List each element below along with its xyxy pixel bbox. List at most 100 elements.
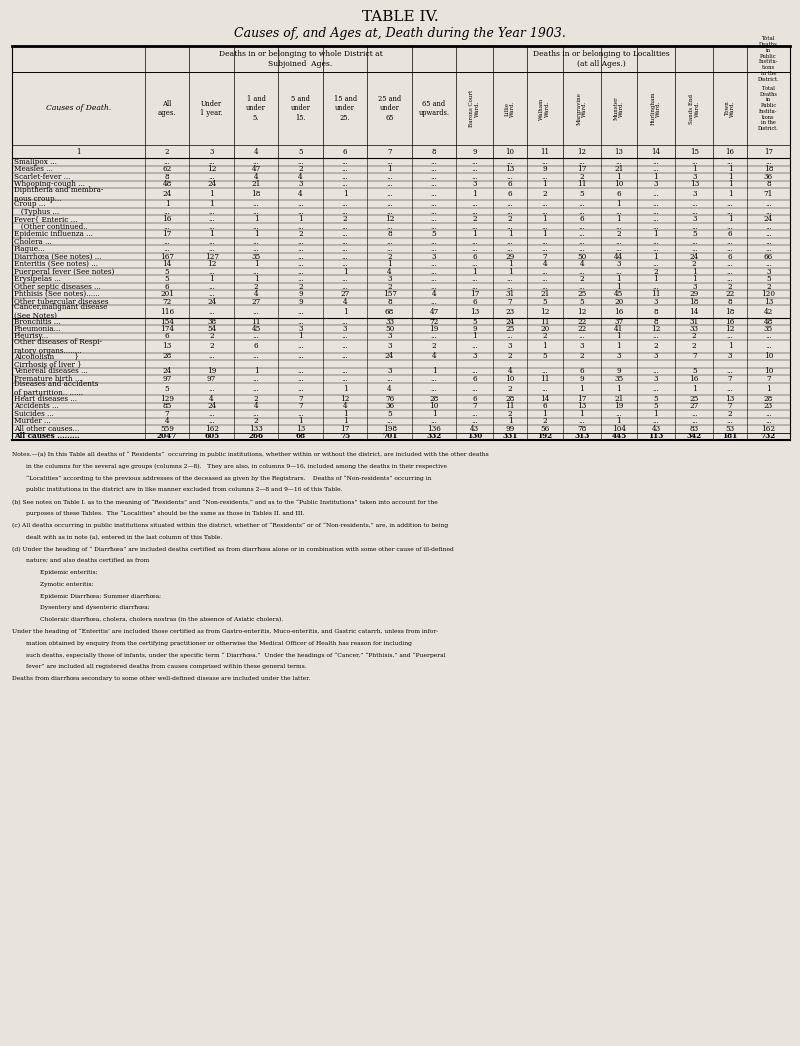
Text: ...: ... <box>298 237 304 246</box>
Text: ...: ... <box>298 200 304 208</box>
Text: 22: 22 <box>726 290 734 298</box>
Text: 1: 1 <box>692 275 697 283</box>
Text: 2: 2 <box>298 230 303 238</box>
Text: 11: 11 <box>540 374 550 383</box>
Text: ...: ... <box>164 237 170 246</box>
Text: 1: 1 <box>342 385 347 393</box>
Text: 41: 41 <box>614 325 623 333</box>
Text: Suicides ...: Suicides ... <box>14 410 54 417</box>
Text: 129: 129 <box>160 394 174 403</box>
Text: ...: ... <box>342 245 349 253</box>
Text: 4: 4 <box>387 268 392 276</box>
Text: 4: 4 <box>542 260 547 268</box>
Text: 17: 17 <box>340 425 350 433</box>
Text: ...: ... <box>506 223 514 230</box>
Text: 11: 11 <box>651 290 661 298</box>
Text: 1: 1 <box>298 333 303 341</box>
Text: 13: 13 <box>726 394 734 403</box>
Text: 6: 6 <box>473 394 477 403</box>
Text: ...: ... <box>342 253 349 260</box>
Text: 1: 1 <box>579 385 584 393</box>
Text: ...: ... <box>253 410 259 417</box>
Text: 78: 78 <box>577 425 586 433</box>
Text: 4: 4 <box>432 353 436 361</box>
Text: 24: 24 <box>690 253 699 260</box>
Text: ...: ... <box>208 282 215 291</box>
Text: ...: ... <box>253 308 259 316</box>
Text: 11: 11 <box>540 318 550 325</box>
Text: ...: ... <box>726 223 734 230</box>
Text: ...: ... <box>430 190 438 198</box>
Text: ...: ... <box>164 207 170 215</box>
Text: ...: ... <box>342 282 349 291</box>
Text: 104: 104 <box>612 425 626 433</box>
Text: 35: 35 <box>614 374 623 383</box>
Text: 174: 174 <box>160 325 174 333</box>
Text: 7: 7 <box>766 374 770 383</box>
Text: 2: 2 <box>508 385 512 393</box>
Text: 1: 1 <box>432 410 437 417</box>
Text: 116: 116 <box>160 308 174 316</box>
Text: Murder ...: Murder ... <box>14 417 50 426</box>
Text: ...: ... <box>430 180 438 188</box>
Text: 5: 5 <box>432 230 436 238</box>
Text: 1: 1 <box>728 342 733 350</box>
Text: ...: ... <box>578 230 585 238</box>
Text: ...: ... <box>578 158 585 165</box>
Text: ...: ... <box>342 374 349 383</box>
Text: 6: 6 <box>508 190 512 198</box>
Text: Phthisis (See notes)......: Phthisis (See notes)...... <box>14 290 100 298</box>
Text: ...: ... <box>726 237 734 246</box>
Text: 4: 4 <box>254 147 258 156</box>
Text: 1: 1 <box>342 417 347 426</box>
Text: ...: ... <box>726 268 734 276</box>
Text: 31: 31 <box>690 318 699 325</box>
Text: 76: 76 <box>385 394 394 403</box>
Text: ...: ... <box>208 223 215 230</box>
Text: 50: 50 <box>577 253 586 260</box>
Text: 24: 24 <box>162 367 172 376</box>
Text: 23: 23 <box>764 403 773 410</box>
Text: 2: 2 <box>579 275 584 283</box>
Text: Other diseases of Respi-
ratory organs........: Other diseases of Respi- ratory organs..… <box>14 338 102 355</box>
Text: ...: ... <box>765 230 772 238</box>
Text: ...: ... <box>430 245 438 253</box>
Text: 25 and
under
65: 25 and under 65 <box>378 95 401 121</box>
Text: 6: 6 <box>473 253 477 260</box>
Text: 13: 13 <box>296 425 306 433</box>
Text: 66: 66 <box>764 253 773 260</box>
Text: 54: 54 <box>207 325 216 333</box>
Text: ...: ... <box>298 275 304 283</box>
Text: 342: 342 <box>686 432 702 440</box>
Text: 3: 3 <box>508 342 512 350</box>
Text: 5: 5 <box>692 230 697 238</box>
Text: ...: ... <box>430 333 438 341</box>
Text: ...: ... <box>578 200 585 208</box>
Text: 22: 22 <box>577 325 586 333</box>
Text: 9: 9 <box>542 165 547 174</box>
Text: Deaths from diarrħœa secondary to some other well-defined disease are included u: Deaths from diarrħœa secondary to some o… <box>12 676 310 681</box>
Text: Epidemic enteritis;: Epidemic enteritis; <box>40 570 98 575</box>
Text: ...: ... <box>430 237 438 246</box>
Text: 1: 1 <box>473 190 478 198</box>
Text: 9: 9 <box>473 147 477 156</box>
Text: 3: 3 <box>617 353 621 361</box>
Text: 1: 1 <box>542 342 547 350</box>
Text: purposes of these Tables.  The “Localities” should be the same as those in Table: purposes of these Tables. The “Localitie… <box>26 511 305 517</box>
Text: 7: 7 <box>473 403 477 410</box>
Text: Under
1 year.: Under 1 year. <box>200 100 223 117</box>
Text: ...: ... <box>342 237 349 246</box>
Text: 6: 6 <box>508 180 512 188</box>
Text: Smallpox ...: Smallpox ... <box>14 158 57 165</box>
Text: ...: ... <box>506 207 514 215</box>
Text: 2: 2 <box>654 268 658 276</box>
Text: ...: ... <box>386 200 393 208</box>
Text: ...: ... <box>471 158 478 165</box>
Text: 3: 3 <box>692 173 697 181</box>
Text: ...: ... <box>726 333 734 341</box>
Text: 3: 3 <box>387 342 392 350</box>
Text: ...: ... <box>430 260 438 268</box>
Text: ...: ... <box>542 237 548 246</box>
Text: 24: 24 <box>207 180 216 188</box>
Text: 3: 3 <box>654 298 658 305</box>
